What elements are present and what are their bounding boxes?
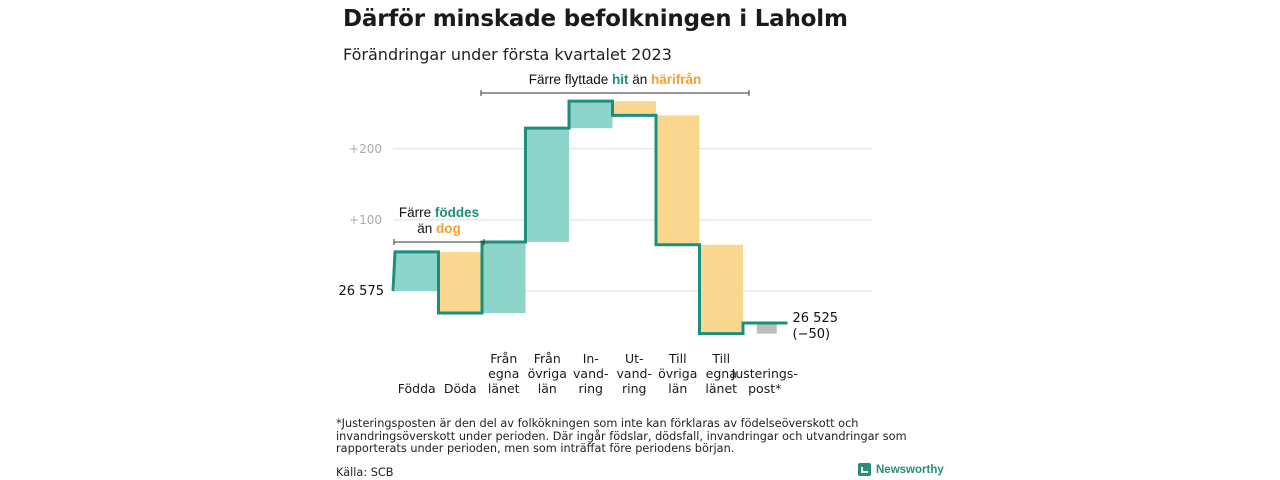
bar-0 [395,251,439,291]
bar-2 [482,241,526,314]
annotation-text-part: Färre [399,205,435,220]
annotation-text-part: än [417,221,436,236]
category-label-4: In- [583,351,599,366]
end-change-label: (−50) [793,327,831,342]
chart-title: Därför minskade befolkningen i Laholm [343,6,848,32]
category-label-7: länet [705,381,737,396]
bar-1 [438,251,482,314]
category-label-2: Från [490,351,517,366]
source-label: Källa: SCB [336,466,394,479]
bar-4 [569,101,613,129]
running-total-line [391,99,788,336]
bar-8 [756,322,777,334]
annotation-text-part: än [628,72,651,87]
chart-subtitle: Förändringar under första kvartalet 2023 [343,45,672,64]
category-label-8: post* [748,381,781,396]
category-label-5: ring [622,381,646,396]
brand[interactable]: Newsworthy [858,463,944,476]
bar-6 [656,115,700,245]
category-label-2: länet [488,381,520,396]
bar-7 [699,244,743,334]
annotation-text-0: än dog [417,221,461,236]
start-value-label: 26 575 [339,284,385,299]
category-label-5: Ut- [625,351,644,366]
annotation-text-part: dog [436,221,461,236]
category-label-7: Till [711,351,730,366]
category-label-8: Justerings- [731,366,798,381]
category-label-6: övriga [658,366,697,381]
category-label-4: vand- [573,366,608,381]
y-tick-label: +100 [349,213,382,227]
bar-5 [612,101,656,116]
annotation-text-0: Färre föddes [399,205,479,220]
annotation-text-part: hit [612,72,629,87]
category-label-0: Födda [398,381,436,396]
annotation-text-part: Färre flyttade [529,72,612,87]
category-label-6: län [668,381,687,396]
category-label-2: egna [488,366,519,381]
category-label-3: län [538,381,557,396]
end-value-label: 26 525 [793,311,839,326]
category-label-3: Från [534,351,561,366]
bar-3 [525,128,569,242]
category-label-7: egna [706,366,737,381]
annotation-text-part: härifrån [651,72,701,87]
brand-name: Newsworthy [876,463,944,476]
category-label-6: Till [668,351,687,366]
footnote: *Justeringsposten är den del av folkökni… [336,417,907,455]
category-label-3: övriga [528,366,567,381]
y-tick-label: +200 [349,142,382,156]
category-label-5: vand- [617,366,652,381]
annotation-text-1: Färre flyttade hit än härifrån [529,72,702,87]
category-label-4: ring [579,381,603,396]
newsworthy-logo-icon [858,463,871,476]
category-label-1: Döda [444,381,477,396]
annotation-text-part: föddes [435,205,479,220]
